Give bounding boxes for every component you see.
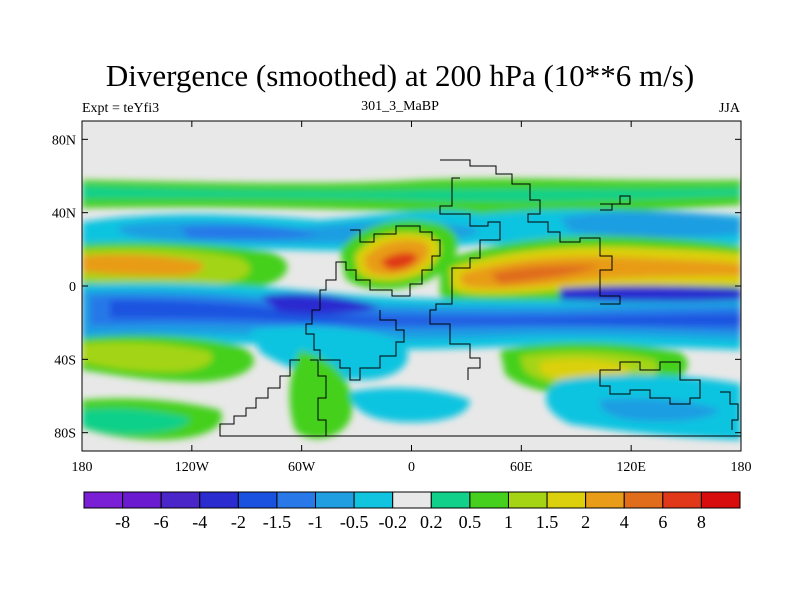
experiment-label: Expt = teYfi3 (82, 101, 160, 116)
x-axis: 180 120W 60W 0 60E 120E 180 (72, 121, 752, 475)
y-tick-label: 40N (52, 207, 76, 222)
colorbar-label: 1 (504, 512, 513, 532)
colorbar-swatch (83, 491, 124, 509)
contour-band (490, 265, 600, 284)
coastlines (219, 159, 741, 437)
colorbar-swatch (430, 491, 471, 509)
colorbar-swatch (353, 491, 394, 509)
colorbar-swatch (507, 491, 548, 509)
colorbar-label: 4 (620, 512, 629, 532)
y-tick-label: 80N (52, 133, 76, 148)
contour-band (82, 342, 213, 372)
colorbar-label: 6 (658, 512, 667, 532)
colorbar-label: -1.5 (263, 512, 292, 532)
x-tick-label: 180 (731, 460, 752, 475)
colorbar-label: -4 (192, 512, 207, 532)
contour-band (289, 350, 353, 439)
colorbar-swatch (276, 491, 317, 509)
colorbar-label: 2 (581, 512, 590, 532)
contour-band (82, 186, 741, 202)
run-label: 301_3_MaBP (361, 99, 439, 114)
colorbar-label: -0.5 (340, 512, 369, 532)
colorbar-swatch (122, 491, 162, 509)
colorbar-label: -6 (154, 512, 169, 532)
x-tick-label: 180 (72, 460, 93, 475)
map-title: Divergence (smoothed) at 200 hPa (10**6 … (105, 58, 695, 93)
colorbar-label: 8 (697, 512, 706, 532)
colorbar-swatch (469, 491, 509, 509)
colorbar-swatch (700, 491, 741, 509)
colorbar-swatch (662, 491, 702, 509)
y-tick-label: 40S (54, 353, 76, 368)
contour-band (82, 408, 190, 434)
colorbar-label: -2 (231, 512, 246, 532)
y-tick-label: 0 (69, 280, 76, 295)
contour-band (82, 254, 204, 276)
x-tick-label: 120E (616, 460, 646, 475)
colorbar-label: 1.5 (536, 512, 559, 532)
colorbar-label: 0.2 (420, 512, 443, 532)
y-axis: 80N 40N 0 40S 80S (52, 133, 741, 442)
x-tick-label: 120W (175, 460, 210, 475)
contour-band (380, 252, 418, 270)
colorbar-swatch (585, 491, 625, 509)
colorbar-label: 0.5 (459, 512, 482, 532)
colorbar-swatch (199, 491, 239, 509)
contour-field (82, 159, 741, 440)
contour-band (250, 325, 408, 380)
season-label: JJA (718, 101, 740, 116)
colorbar-swatch (392, 491, 432, 509)
colorbar-swatch (160, 491, 201, 509)
colorbar-swatch (237, 491, 278, 509)
colorbar-label: -1 (308, 512, 323, 532)
colorbar-label: -8 (115, 512, 130, 532)
contour-band (350, 387, 470, 423)
contour-band (180, 225, 320, 240)
colorbar-swatch (315, 491, 355, 509)
contour-band (560, 211, 741, 238)
contour-band (110, 300, 741, 326)
contour-band (560, 285, 741, 302)
y-tick-label: 80S (54, 427, 76, 442)
colorbar: -8 -6 -4 -2 -1.5 -1 -0.5 -0.2 0.2 0.5 1 1.5 2 4 6 8 (83, 491, 741, 532)
colorbar-swatch (546, 491, 587, 509)
x-tick-label: 60W (288, 460, 316, 475)
x-tick-label: 0 (408, 460, 415, 475)
colorbar-label: -0.2 (378, 512, 407, 532)
colorbar-swatch (623, 491, 664, 509)
x-tick-label: 60E (510, 460, 533, 475)
